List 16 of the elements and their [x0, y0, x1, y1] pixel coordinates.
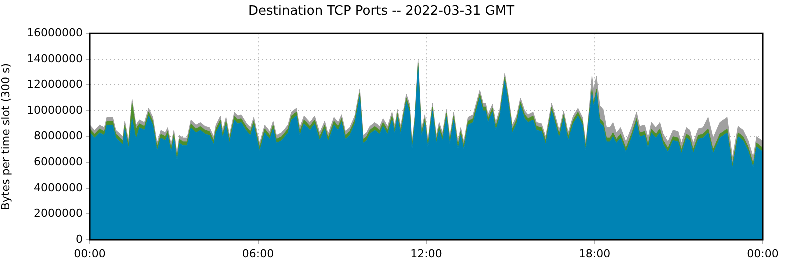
y-tick-label: 16000000: [27, 26, 83, 40]
y-tick-label: 8000000: [34, 130, 83, 143]
chart-title: Destination TCP Ports -- 2022-03-31 GMT: [248, 4, 515, 20]
y-tick-label: 0: [76, 232, 83, 246]
y-tick-label: 2000000: [34, 207, 83, 220]
y-tick-label: 4000000: [34, 181, 83, 194]
x-tick-label: 00:00: [74, 247, 106, 260]
x-tick-label: 00:00: [747, 247, 779, 260]
x-tick-label: 12:00: [410, 247, 442, 260]
x-tick-label: 18:00: [578, 247, 611, 260]
y-tick-label: 12000000: [27, 78, 83, 92]
y-tick-label: 10000000: [27, 104, 83, 117]
x-tick-label: 06:00: [242, 247, 274, 260]
y-tick-label: 6000000: [34, 155, 83, 168]
y-tick-label: 14000000: [27, 52, 83, 66]
y-axis-title: Bytes per time slot (300 s): [0, 63, 12, 210]
